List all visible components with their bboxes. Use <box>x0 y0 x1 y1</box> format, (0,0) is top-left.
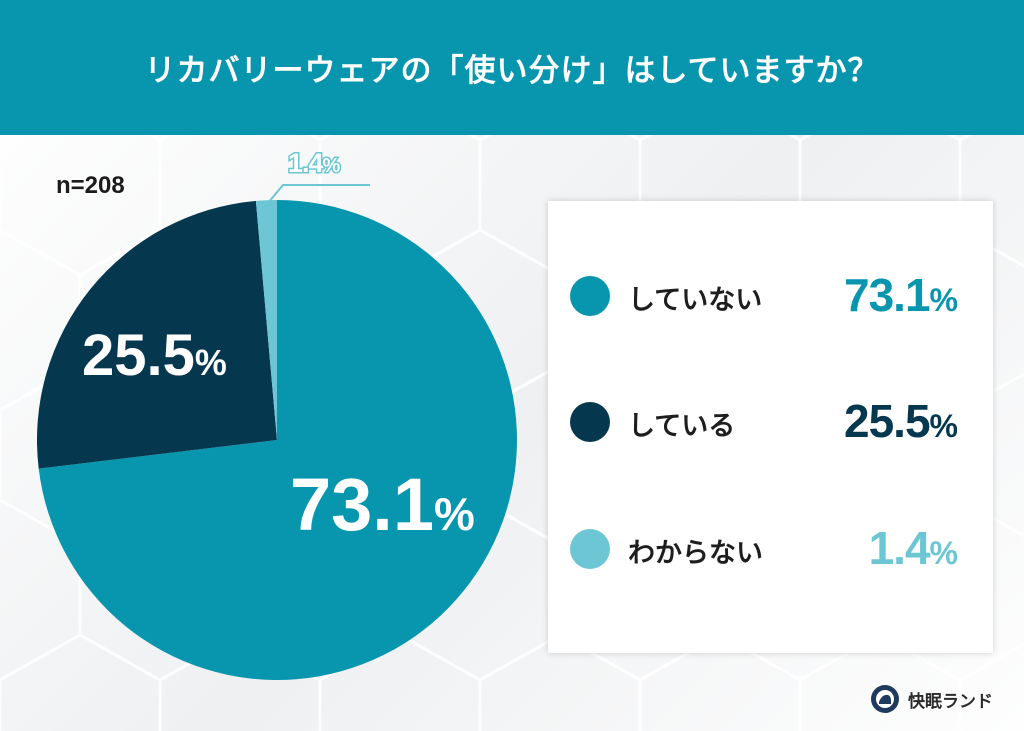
legend-panel: していない 73.1% している 25.5% わからない 1.4% <box>548 201 993 653</box>
callout-unit: % <box>321 154 342 179</box>
sample-size-label: n=208 <box>56 172 125 199</box>
pie-callout-unknown: 1.4% <box>287 147 342 180</box>
legend-item-not-using: していない 73.1% <box>548 266 993 326</box>
pie-label-unit: % <box>434 488 475 540</box>
callout-value: 1.4 <box>287 147 325 180</box>
title-banner: リカバリーウェアの「使い分け」はしていますか？ <box>0 0 1024 135</box>
legend-value: 25.5% <box>844 394 958 448</box>
brand-emblem-icon <box>871 685 899 713</box>
legend-dot-icon <box>570 276 610 316</box>
legend-dot-icon <box>570 529 610 569</box>
brand-logo: 快眠ランド <box>870 684 993 714</box>
legend-value-unit: % <box>929 535 958 571</box>
legend-item-using: している 25.5% <box>548 392 993 452</box>
legend-label: わからない <box>628 538 763 569</box>
pie-slice-unknown <box>255 199 277 440</box>
brand-name: 快眠ランド <box>908 691 993 712</box>
legend-value: 1.4% <box>868 521 958 575</box>
pie-label-unit: % <box>194 342 227 383</box>
pie-label-value: 73.1 <box>290 463 435 546</box>
legend-label: している <box>628 411 736 442</box>
legend-label: していない <box>628 285 763 316</box>
legend-value-unit: % <box>929 408 958 444</box>
legend-value-number: 73.1 <box>844 269 931 321</box>
pie-label-not-using: 73.1% <box>290 462 475 547</box>
legend-dot-icon <box>570 402 610 442</box>
pie-slice-not-using <box>38 200 517 680</box>
legend-value: 73.1% <box>844 268 958 322</box>
legend-value-number: 25.5 <box>844 395 931 447</box>
pie-label-value: 25.5 <box>82 323 195 388</box>
pie-label-using: 25.5% <box>82 322 227 389</box>
legend-value-number: 1.4 <box>868 522 931 574</box>
legend-value-unit: % <box>929 282 958 318</box>
callout-leader-line <box>267 184 370 204</box>
legend-item-unknown: わからない 1.4% <box>548 519 993 579</box>
chart-title: リカバリーウェアの「使い分け」はしていますか？ <box>144 53 880 89</box>
pie-slice-using <box>36 200 277 469</box>
